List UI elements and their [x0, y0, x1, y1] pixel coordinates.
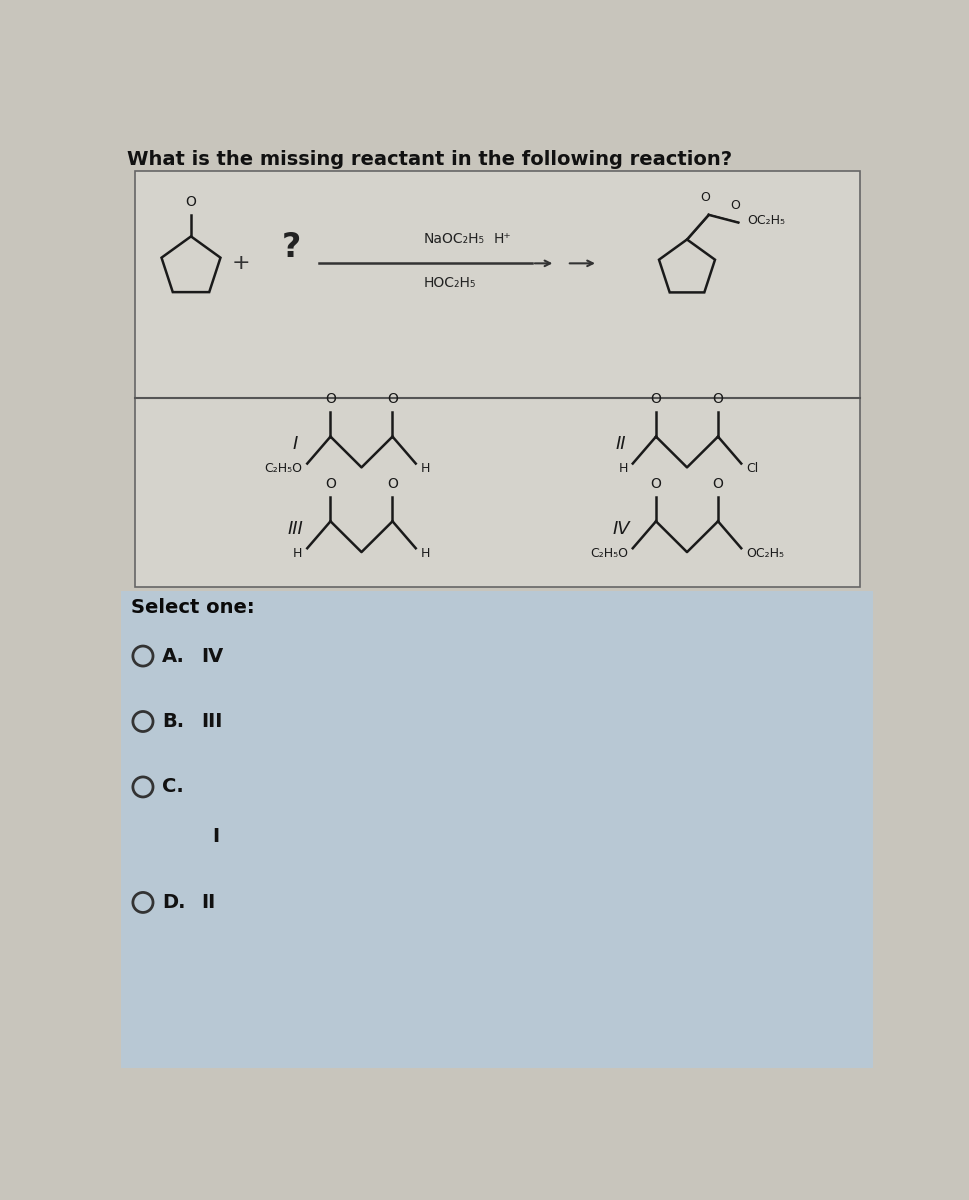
- Text: II: II: [615, 436, 626, 454]
- Text: OC₂H₅: OC₂H₅: [747, 215, 785, 228]
- Text: O: O: [325, 391, 335, 406]
- Text: O: O: [387, 476, 397, 491]
- Text: H: H: [293, 547, 302, 560]
- Text: NaOC₂H₅: NaOC₂H₅: [423, 232, 484, 246]
- Text: O: O: [387, 391, 397, 406]
- Text: O: O: [650, 391, 661, 406]
- Text: C₂H₅O: C₂H₅O: [589, 547, 628, 560]
- Text: H: H: [618, 462, 628, 475]
- Text: IV: IV: [611, 520, 629, 538]
- Text: ?: ?: [282, 232, 301, 264]
- Text: IV: IV: [201, 647, 223, 666]
- Text: C.: C.: [162, 778, 184, 797]
- Text: III: III: [288, 520, 303, 538]
- Text: O: O: [185, 196, 197, 210]
- Text: H: H: [420, 462, 429, 475]
- Text: O: O: [650, 476, 661, 491]
- Text: B.: B.: [162, 712, 184, 731]
- Text: I: I: [212, 828, 220, 846]
- Text: HOC₂H₅: HOC₂H₅: [423, 276, 476, 290]
- Text: OC₂H₅: OC₂H₅: [745, 547, 783, 560]
- Text: Cl: Cl: [745, 462, 758, 475]
- FancyBboxPatch shape: [135, 170, 859, 587]
- Text: O: O: [730, 199, 739, 211]
- Text: H: H: [420, 547, 429, 560]
- Text: Select one:: Select one:: [131, 599, 254, 617]
- Text: O: O: [325, 476, 335, 491]
- Text: D.: D.: [162, 893, 186, 912]
- Text: +: +: [232, 253, 250, 274]
- Text: II: II: [201, 893, 215, 912]
- Text: C₂H₅O: C₂H₅O: [265, 462, 302, 475]
- Text: A.: A.: [162, 647, 185, 666]
- Text: I: I: [293, 436, 297, 454]
- Text: O: O: [712, 391, 723, 406]
- FancyBboxPatch shape: [121, 590, 872, 1068]
- Text: III: III: [201, 712, 222, 731]
- Text: H⁺: H⁺: [493, 232, 511, 246]
- Text: O: O: [712, 476, 723, 491]
- Text: O: O: [700, 191, 710, 204]
- Text: What is the missing reactant in the following reaction?: What is the missing reactant in the foll…: [127, 150, 732, 169]
